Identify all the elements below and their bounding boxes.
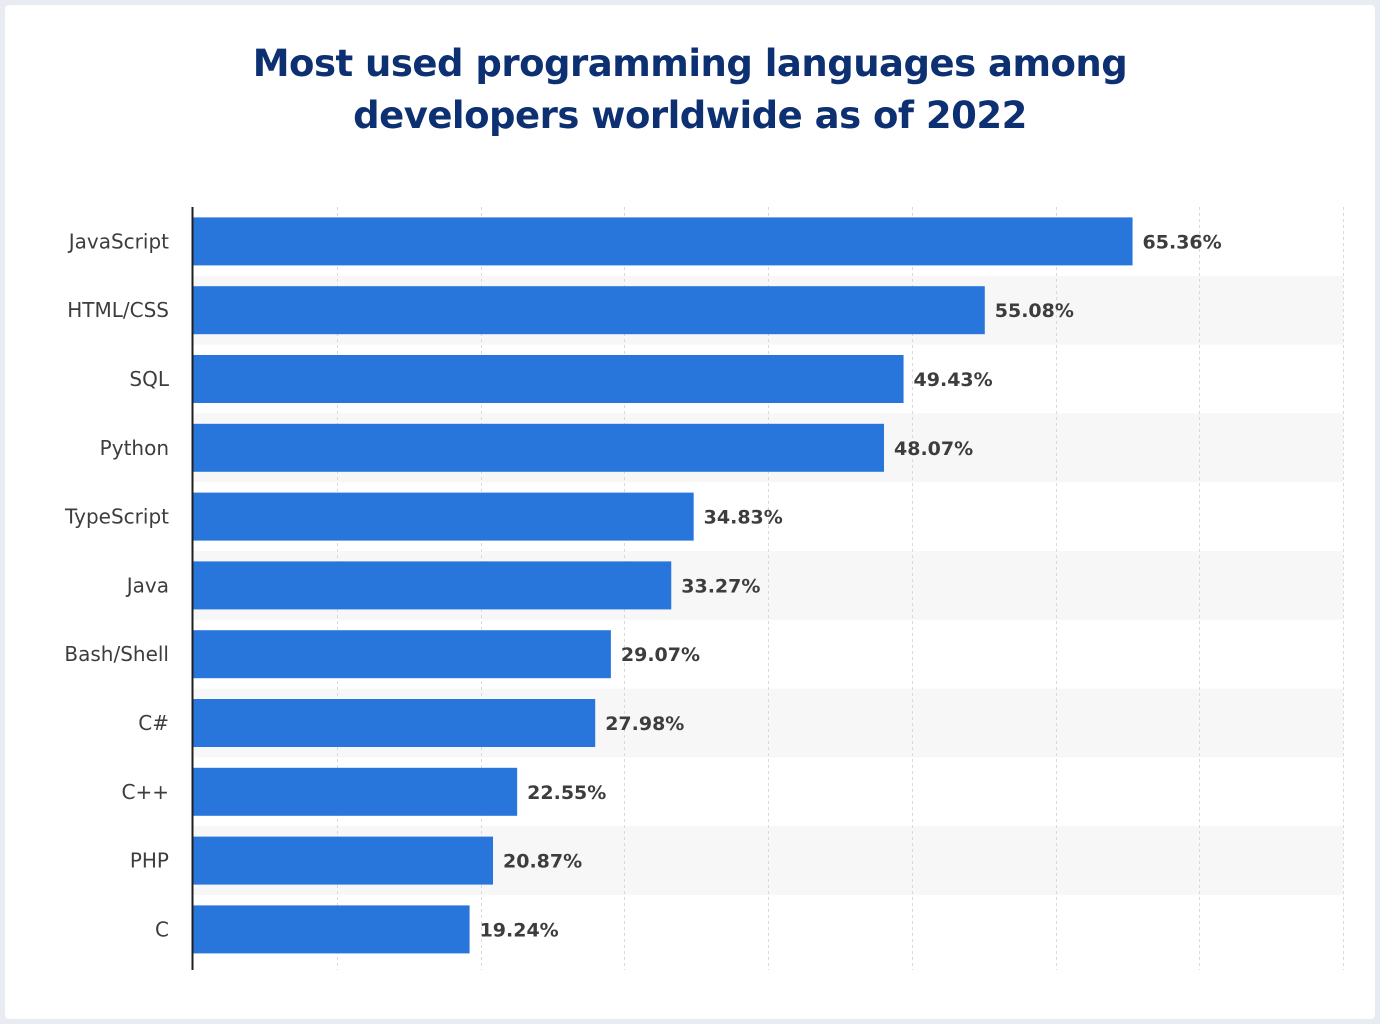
value-label: 19.24% [480,919,559,941]
bar-python [193,423,885,472]
value-label: 34.83% [704,507,783,529]
category-label: PHP [130,849,169,873]
bar-php [193,836,494,885]
chart-title-line-1: Most used programming languages among [252,42,1128,85]
value-label: 27.98% [605,713,684,735]
value-label: 55.08% [995,300,1074,322]
bar-c- [193,767,518,816]
category-label: HTML/CSS [67,298,169,322]
category-label: JavaScript [67,229,169,253]
bar-javascript [193,217,1133,266]
category-label: SQL [129,367,169,391]
bar-html-css [193,286,985,335]
chart-title-line-2: developers worldwide as of 2022 [353,94,1027,137]
value-label: 65.36% [1143,231,1222,253]
value-label: 49.43% [914,369,993,391]
category-label: Bash/Shell [64,642,169,666]
value-label: 22.55% [527,782,606,804]
bar-java [193,561,672,610]
value-label: 29.07% [621,644,700,666]
category-label: Java [125,573,169,597]
category-label: Python [100,436,169,460]
value-label: 33.27% [681,575,760,597]
chart-title: Most used programming languages among de… [0,38,1380,142]
value-label: 20.87% [503,851,582,873]
bar-sql [193,355,904,403]
bar-c- [193,699,596,747]
value-label: 48.07% [894,438,973,460]
category-label: TypeScript [64,505,169,529]
bar-typescript [193,492,694,541]
category-label: C# [138,711,169,735]
category-label: C [155,917,169,941]
bar-bash-shell [193,630,611,679]
bar-c [193,905,470,954]
category-label: C++ [122,780,169,804]
